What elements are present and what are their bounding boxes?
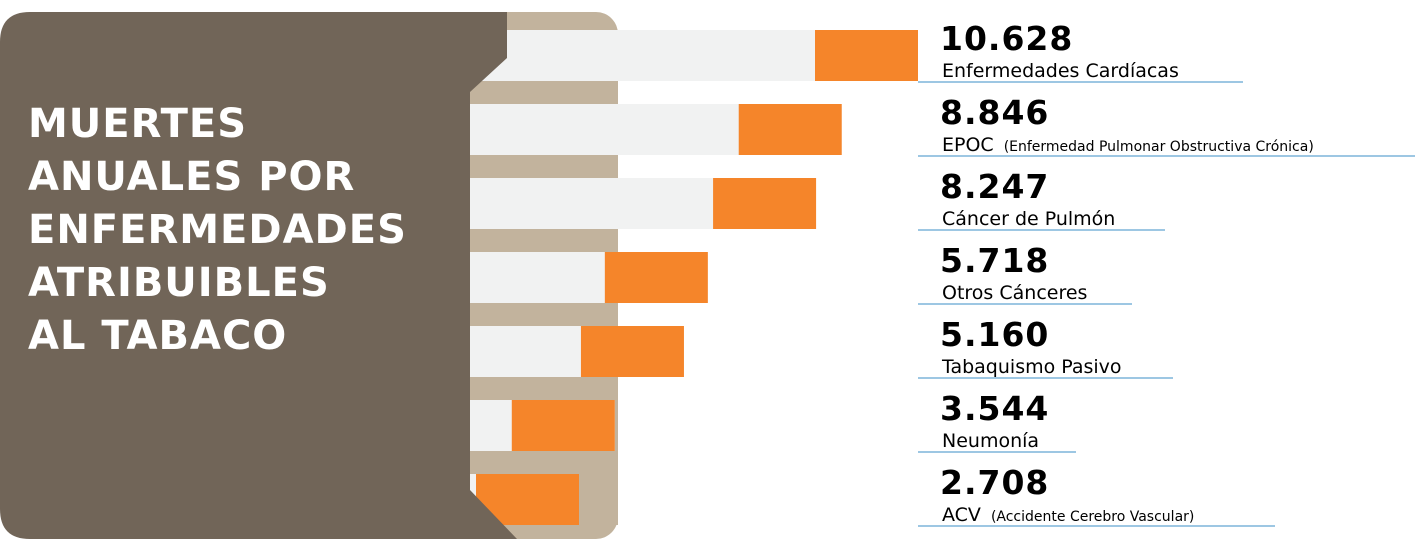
bar-track-gap — [579, 474, 618, 525]
value-label: 2.708 — [940, 463, 1049, 502]
category-label: Otros Cánceres — [942, 282, 1087, 304]
data-bar — [604, 252, 708, 303]
category-label: Neumonía — [942, 430, 1039, 452]
value-label: 8.846 — [940, 93, 1049, 132]
chart-title-line: ENFERMEDADES — [28, 207, 407, 253]
bar-track-mask — [683, 326, 918, 377]
category-label: Cáncer de Pulmón — [942, 208, 1115, 230]
category-label: ACV (Accidente Cerebro Vascular) — [942, 504, 1194, 526]
chart-title-line: ANUALES POR — [28, 154, 355, 200]
bar-track-mask — [841, 104, 918, 155]
data-bar — [738, 104, 842, 155]
chart-title-line: ATRIBUIBLES — [28, 260, 330, 306]
data-bar — [713, 178, 817, 229]
bar-track-mask — [816, 178, 918, 229]
category-sublabel: (Enfermedad Pulmonar Obstructiva Crónica… — [1004, 139, 1314, 155]
bar-group — [476, 30, 918, 525]
title-panel — [0, 12, 517, 539]
value-label: 10.628 — [940, 19, 1073, 58]
chart-title-line: AL TABACO — [28, 313, 287, 359]
bar-track-mask — [618, 400, 918, 451]
value-label: 3.544 — [940, 389, 1049, 428]
chart-title-line: MUERTES — [28, 101, 247, 147]
data-bar — [580, 326, 684, 377]
data-bar — [815, 30, 918, 81]
category-label: EPOC (Enfermedad Pulmonar Obstructiva Cró… — [942, 134, 1314, 156]
value-label: 8.247 — [940, 167, 1049, 206]
value-label: 5.160 — [940, 315, 1049, 354]
bar-track-mask — [707, 252, 918, 303]
bar-track-mask — [618, 474, 918, 525]
value-label: 5.718 — [940, 241, 1049, 280]
bar-track-gap — [614, 400, 618, 451]
chart-title: MUERTES ANUALES POR ENFERMEDADES ATRIBUIBLE… — [28, 101, 407, 359]
category-sublabel: (Accidente Cerebro Vascular) — [991, 509, 1194, 525]
data-bar — [511, 400, 615, 451]
category-label: Enfermedades Cardíacas — [942, 60, 1179, 82]
category-label: Tabaquismo Pasivo — [941, 356, 1122, 378]
